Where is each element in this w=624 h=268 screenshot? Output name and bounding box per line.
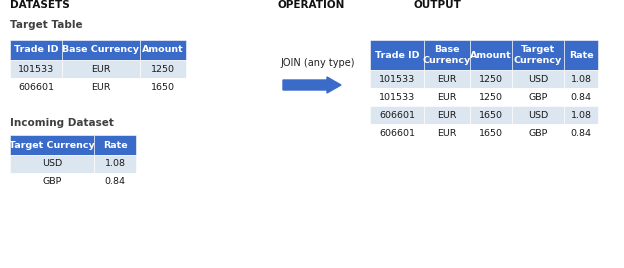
Text: EUR: EUR xyxy=(437,92,457,102)
FancyBboxPatch shape xyxy=(470,124,512,142)
Text: Target Table: Target Table xyxy=(10,20,82,30)
Text: 606601: 606601 xyxy=(18,83,54,91)
Text: Amount: Amount xyxy=(142,46,184,54)
FancyBboxPatch shape xyxy=(94,135,136,155)
Text: 1250: 1250 xyxy=(151,65,175,73)
FancyBboxPatch shape xyxy=(470,88,512,106)
Text: Incoming Dataset: Incoming Dataset xyxy=(10,118,114,128)
FancyBboxPatch shape xyxy=(564,70,598,88)
Text: 101533: 101533 xyxy=(18,65,54,73)
FancyBboxPatch shape xyxy=(470,70,512,88)
Text: Rate: Rate xyxy=(103,140,127,150)
Text: Base Currency: Base Currency xyxy=(62,46,140,54)
Text: DATASETS: DATASETS xyxy=(10,0,70,10)
Text: OPERATION: OPERATION xyxy=(278,0,345,10)
Text: GBP: GBP xyxy=(42,177,62,187)
FancyBboxPatch shape xyxy=(370,70,424,88)
FancyBboxPatch shape xyxy=(564,106,598,124)
FancyBboxPatch shape xyxy=(512,124,564,142)
FancyBboxPatch shape xyxy=(10,78,62,96)
Text: 1650: 1650 xyxy=(479,110,503,120)
FancyBboxPatch shape xyxy=(370,40,424,70)
FancyBboxPatch shape xyxy=(10,155,94,173)
FancyBboxPatch shape xyxy=(370,124,424,142)
FancyBboxPatch shape xyxy=(370,88,424,106)
FancyBboxPatch shape xyxy=(140,60,186,78)
Text: Amount: Amount xyxy=(470,50,512,59)
Text: USD: USD xyxy=(528,75,548,84)
FancyArrow shape xyxy=(283,77,341,93)
FancyBboxPatch shape xyxy=(62,40,140,60)
Text: Rate: Rate xyxy=(568,50,593,59)
Text: 1650: 1650 xyxy=(479,128,503,137)
FancyBboxPatch shape xyxy=(10,60,62,78)
Text: EUR: EUR xyxy=(437,75,457,84)
Text: GBP: GBP xyxy=(529,128,548,137)
FancyBboxPatch shape xyxy=(94,173,136,191)
Text: 1250: 1250 xyxy=(479,92,503,102)
FancyBboxPatch shape xyxy=(94,155,136,173)
FancyBboxPatch shape xyxy=(564,124,598,142)
Text: 1250: 1250 xyxy=(479,75,503,84)
Text: 1.08: 1.08 xyxy=(104,159,125,169)
Text: Base
Currency: Base Currency xyxy=(423,45,471,65)
Text: Target Currency: Target Currency xyxy=(9,140,95,150)
Text: 1650: 1650 xyxy=(151,83,175,91)
Text: Trade ID: Trade ID xyxy=(375,50,419,59)
FancyBboxPatch shape xyxy=(564,88,598,106)
Text: GBP: GBP xyxy=(529,92,548,102)
FancyBboxPatch shape xyxy=(512,40,564,70)
FancyBboxPatch shape xyxy=(62,60,140,78)
FancyBboxPatch shape xyxy=(424,124,470,142)
Text: Trade ID: Trade ID xyxy=(14,46,58,54)
Text: 101533: 101533 xyxy=(379,75,415,84)
FancyBboxPatch shape xyxy=(424,40,470,70)
FancyBboxPatch shape xyxy=(564,40,598,70)
FancyBboxPatch shape xyxy=(10,40,62,60)
Text: EUR: EUR xyxy=(437,128,457,137)
Text: EUR: EUR xyxy=(91,65,110,73)
FancyBboxPatch shape xyxy=(140,78,186,96)
Text: JOIN (any type): JOIN (any type) xyxy=(280,58,354,68)
Text: OUTPUT: OUTPUT xyxy=(413,0,461,10)
Text: USD: USD xyxy=(42,159,62,169)
Text: 101533: 101533 xyxy=(379,92,415,102)
FancyBboxPatch shape xyxy=(470,106,512,124)
FancyBboxPatch shape xyxy=(512,70,564,88)
FancyBboxPatch shape xyxy=(424,88,470,106)
Text: 606601: 606601 xyxy=(379,128,415,137)
Text: 0.84: 0.84 xyxy=(104,177,125,187)
Text: 0.84: 0.84 xyxy=(570,128,592,137)
Text: EUR: EUR xyxy=(91,83,110,91)
FancyBboxPatch shape xyxy=(424,106,470,124)
FancyBboxPatch shape xyxy=(10,173,94,191)
FancyBboxPatch shape xyxy=(10,135,94,155)
FancyBboxPatch shape xyxy=(140,40,186,60)
Text: 1.08: 1.08 xyxy=(570,110,592,120)
FancyBboxPatch shape xyxy=(512,106,564,124)
FancyBboxPatch shape xyxy=(512,88,564,106)
Text: 606601: 606601 xyxy=(379,110,415,120)
FancyBboxPatch shape xyxy=(62,78,140,96)
Text: USD: USD xyxy=(528,110,548,120)
Text: 1.08: 1.08 xyxy=(570,75,592,84)
Text: EUR: EUR xyxy=(437,110,457,120)
FancyBboxPatch shape xyxy=(370,106,424,124)
Text: Target
Currency: Target Currency xyxy=(514,45,562,65)
Text: 0.84: 0.84 xyxy=(570,92,592,102)
FancyBboxPatch shape xyxy=(424,70,470,88)
FancyBboxPatch shape xyxy=(470,40,512,70)
